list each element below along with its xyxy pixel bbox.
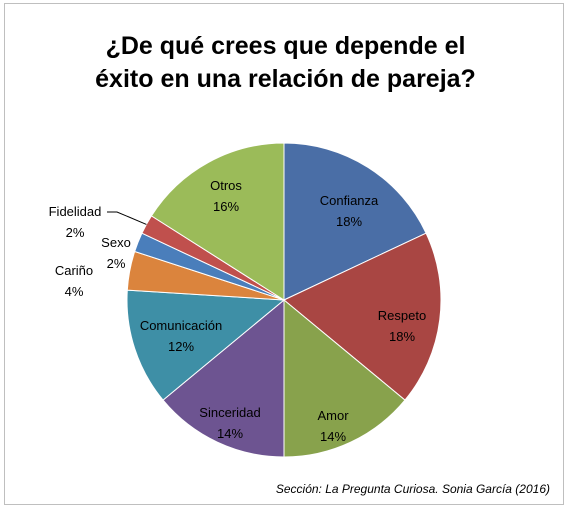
slice-value-comunicacion: 12% [168, 339, 194, 354]
slice-label-sexo: Sexo [101, 235, 131, 250]
slice-label-respeto: Respeto [378, 308, 426, 323]
slice-labels: Confianza 18% Respeto 18% Amor 14% Sinceridad 1… [49, 178, 427, 444]
pie-slice-confianza [283, 142, 427, 301]
slice-label-amor: Amor [317, 408, 349, 423]
pie-slice-amor [283, 298, 406, 458]
pie-slice-respeto [283, 232, 442, 401]
slice-label-fidelidad: Fidelidad [49, 204, 102, 219]
slice-value-respeto: 18% [389, 329, 415, 344]
chart-title-line-2: éxito en una relación de pareja? [95, 65, 476, 93]
pie-slice-comunicacion [126, 289, 286, 401]
leader-line-fidelidad [107, 211, 147, 225]
slice-label-comunicacion: Comunicación [140, 318, 222, 333]
pie-slices [126, 142, 442, 458]
leader-lines [107, 211, 147, 225]
slice-value-sinceridad: 14% [217, 426, 243, 441]
chart-title: ¿De qué crees que depende el éxito en un… [0, 30, 571, 96]
chart-title-line-1: ¿De qué crees que depende el [105, 32, 466, 60]
slice-label-otros: Otros [210, 178, 242, 193]
slice-label-confianza: Confianza [320, 193, 379, 208]
slice-value-sexo: 2% [107, 256, 126, 271]
slice-label-carino: Cariño [55, 263, 93, 278]
pie-slice-sinceridad [162, 298, 285, 458]
slice-value-confianza: 18% [336, 214, 362, 229]
slice-value-carino: 4% [65, 284, 84, 299]
source-caption: Sección: La Pregunta Curiosa. Sonia Garc… [275, 482, 550, 496]
slice-value-fidelidad: 2% [66, 225, 85, 240]
pie-slice-otros [150, 142, 285, 301]
slice-value-amor: 14% [320, 429, 346, 444]
slice-label-sinceridad: Sinceridad [199, 405, 260, 420]
slice-value-otros: 16% [213, 199, 239, 214]
